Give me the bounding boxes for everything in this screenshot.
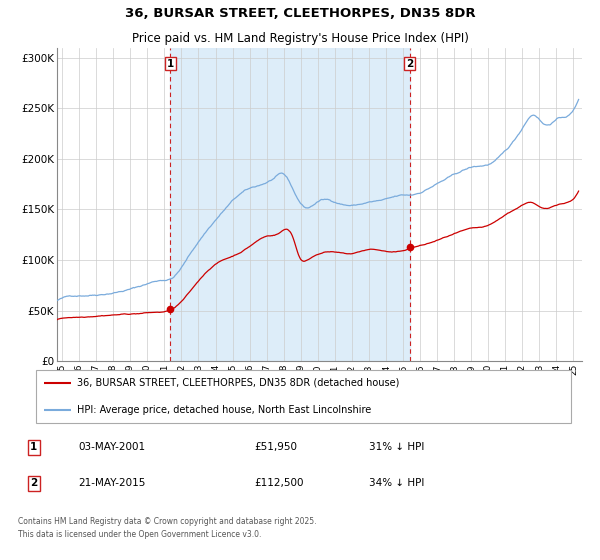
Bar: [170, 48, 410, 361]
Text: 1: 1: [30, 442, 38, 452]
Text: 2: 2: [30, 478, 38, 488]
Text: 2: 2: [406, 59, 413, 68]
Text: 34% ↓ HPI: 34% ↓ HPI: [369, 478, 424, 488]
Text: 1: 1: [167, 59, 174, 68]
Text: 36, BURSAR STREET, CLEETHORPES, DN35 8DR (detached house): 36, BURSAR STREET, CLEETHORPES, DN35 8DR…: [77, 377, 399, 388]
Text: Price paid vs. HM Land Registry's House Price Index (HPI): Price paid vs. HM Land Registry's House …: [131, 32, 469, 45]
Text: 31% ↓ HPI: 31% ↓ HPI: [369, 442, 424, 452]
Text: 36, BURSAR STREET, CLEETHORPES, DN35 8DR: 36, BURSAR STREET, CLEETHORPES, DN35 8DR: [125, 7, 475, 20]
Text: Contains HM Land Registry data © Crown copyright and database right 2025.
This d: Contains HM Land Registry data © Crown c…: [18, 517, 316, 539]
Text: HPI: Average price, detached house, North East Lincolnshire: HPI: Average price, detached house, Nort…: [77, 405, 371, 415]
Text: £51,950: £51,950: [254, 442, 297, 452]
Text: £112,500: £112,500: [254, 478, 304, 488]
Text: 21-MAY-2015: 21-MAY-2015: [78, 478, 146, 488]
FancyBboxPatch shape: [35, 370, 571, 423]
Text: 03-MAY-2001: 03-MAY-2001: [78, 442, 145, 452]
